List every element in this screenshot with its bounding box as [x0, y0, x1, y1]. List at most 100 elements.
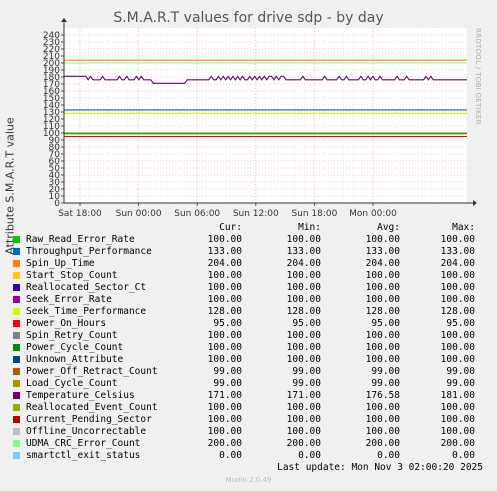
legend-avg-value: 100.00	[365, 234, 400, 245]
legend-cur-value: 100.00	[207, 426, 242, 437]
legend-avg-value: 204.00	[365, 258, 400, 269]
legend-swatch	[13, 368, 20, 375]
legend-max-value: 181.00	[440, 390, 475, 401]
y-tick-label: 0	[54, 199, 60, 209]
legend-avg-value: 100.00	[365, 270, 400, 281]
legend-name: Raw_Read_Error_Rate	[26, 234, 135, 245]
legend-row: Start_Stop_Count 100.00 100.00 100.00 100.00	[0, 270, 497, 282]
legend-row: Power_Off_Retract_Count 99.00 99.00 99.00 99…	[0, 366, 497, 378]
legend-swatch	[13, 284, 20, 291]
legend-max-value: 100.00	[440, 414, 475, 425]
legend-min-value: 100.00	[286, 402, 321, 413]
legend-min-value: 100.00	[286, 426, 321, 437]
legend-cur-value: 204.00	[207, 258, 242, 269]
legend-avg-value: 128.00	[365, 306, 400, 317]
legend-max-value: 0.00	[452, 450, 475, 461]
legend-cur-value: 100.00	[207, 294, 242, 305]
legend-name: Spin_Up_Time	[26, 258, 95, 269]
legend-name: Power_Off_Retract_Count	[26, 366, 158, 377]
legend-name: Temperature_Celsius	[26, 390, 135, 401]
legend-swatch	[13, 344, 20, 351]
legend-min-value: 0.00	[298, 450, 321, 461]
legend-cur-value: 100.00	[207, 354, 242, 365]
header-min: Min:	[298, 222, 321, 233]
legend-avg-value: 99.00	[371, 378, 400, 389]
y-tick-label: 170	[43, 80, 60, 90]
legend-max-value: 99.00	[446, 366, 475, 377]
y-tick-label: 180	[43, 73, 60, 83]
legend-swatch	[13, 248, 20, 255]
legend-row: Spin_Retry_Count 100.00 100.00 100.00 100.00	[0, 330, 497, 342]
x-tick-label: Sun 06:00	[174, 209, 220, 219]
legend-max-value: 100.00	[440, 426, 475, 437]
legend-cur-value: 0.00	[219, 450, 242, 461]
legend-avg-value: 100.00	[365, 426, 400, 437]
y-tick-label: 230	[43, 38, 60, 48]
legend-row: Offline_Uncorrectable 100.00 100.00 100.00 1…	[0, 426, 497, 438]
legend-min-value: 100.00	[286, 414, 321, 425]
x-axis-arrow	[473, 200, 477, 206]
legend-max-value: 100.00	[440, 330, 475, 341]
legend-name: Seek_Error_Rate	[26, 294, 112, 305]
legend-min-value: 133.00	[286, 246, 321, 257]
legend-cur-value: 100.00	[207, 282, 242, 293]
legend-cur-value: 200.00	[207, 438, 242, 449]
legend-row: Spin_Up_Time 204.00 204.00 204.00 204.00	[0, 258, 497, 270]
legend-max-value: 99.00	[446, 378, 475, 389]
legend-row: Load_Cycle_Count 99.00 99.00 99.00 99.00	[0, 378, 497, 390]
legend-row: Seek_Error_Rate 100.00 100.00 100.00 100.00	[0, 294, 497, 306]
legend-row: smartctl_exit_status 0.00 0.00 0.00 0.00	[0, 450, 497, 462]
legend-min-value: 171.00	[286, 390, 321, 401]
legend-row: Power_On_Hours 95.00 95.00 95.00 95.00	[0, 318, 497, 330]
legend-name: Power_On_Hours	[26, 318, 107, 329]
legend-avg-value: 100.00	[365, 414, 400, 425]
legend-name: Load_Cycle_Count	[26, 378, 118, 389]
legend-avg-value: 176.58	[365, 390, 400, 401]
legend-name: Reallocated_Sector_Ct	[26, 282, 147, 293]
legend-swatch	[13, 452, 20, 459]
legend-max-value: 133.00	[440, 246, 475, 257]
legend-min-value: 100.00	[286, 294, 321, 305]
legend-row: Current_Pending_Sector 100.00 100.00 100.00…	[0, 414, 497, 426]
legend-row: Reallocated_Event_Count 100.00 100.00 100.0…	[0, 402, 497, 414]
legend-min-value: 204.00	[286, 258, 321, 269]
legend-swatch	[13, 296, 20, 303]
legend-cur-value: 99.00	[213, 378, 242, 389]
x-tick-label: Sat 18:00	[58, 209, 102, 219]
legend-header-row: Cur: Min: Avg: Max:	[0, 222, 497, 234]
legend-avg-value: 100.00	[365, 402, 400, 413]
y-axis-arrow	[61, 18, 67, 22]
legend-min-value: 200.00	[286, 438, 321, 449]
legend-min-value: 100.00	[286, 354, 321, 365]
legend-cur-value: 100.00	[207, 402, 242, 413]
chart-title: S.M.A.R.T values for drive sdp - by day	[113, 10, 384, 26]
y-tick-label: 50	[49, 164, 61, 174]
legend-row: Raw_Read_Error_Rate 100.00 100.00 100.00 100…	[0, 234, 497, 246]
legend-name: Throughput_Performance	[26, 246, 152, 257]
legend-swatch	[13, 308, 20, 315]
header-cur: Cur:	[219, 222, 242, 233]
legend-cur-value: 100.00	[207, 414, 242, 425]
legend-avg-value: 100.00	[365, 294, 400, 305]
x-tick-label: Sun 12:00	[233, 209, 279, 219]
plot-background	[64, 28, 467, 203]
legend-swatch	[13, 428, 20, 435]
legend-cur-value: 95.00	[213, 318, 242, 329]
legend-row: UDMA_CRC_Error_Count 200.00 200.00 200.00 20…	[0, 438, 497, 450]
legend-row: Reallocated_Sector_Ct 100.00 100.00 100.00 1…	[0, 282, 497, 294]
y-tick-label: 190	[43, 66, 60, 76]
y-tick-label: 240	[43, 31, 60, 41]
y-tick-label: 10	[49, 192, 61, 202]
legend-name: Seek_Time_Performance	[26, 306, 147, 317]
legend-cur-value: 100.00	[207, 342, 242, 353]
munin-version: Munin 2.0.49	[225, 476, 272, 484]
y-tick-label: 80	[49, 143, 61, 153]
legend-avg-value: 133.00	[365, 246, 400, 257]
legend-cur-value: 99.00	[213, 366, 242, 377]
legend-min-value: 100.00	[286, 330, 321, 341]
legend-swatch	[13, 260, 20, 267]
y-tick-label: 30	[49, 178, 61, 188]
legend-avg-value: 100.00	[365, 282, 400, 293]
series-line-temperature-celsius	[64, 75, 467, 84]
y-tick-label: 120	[43, 115, 60, 125]
